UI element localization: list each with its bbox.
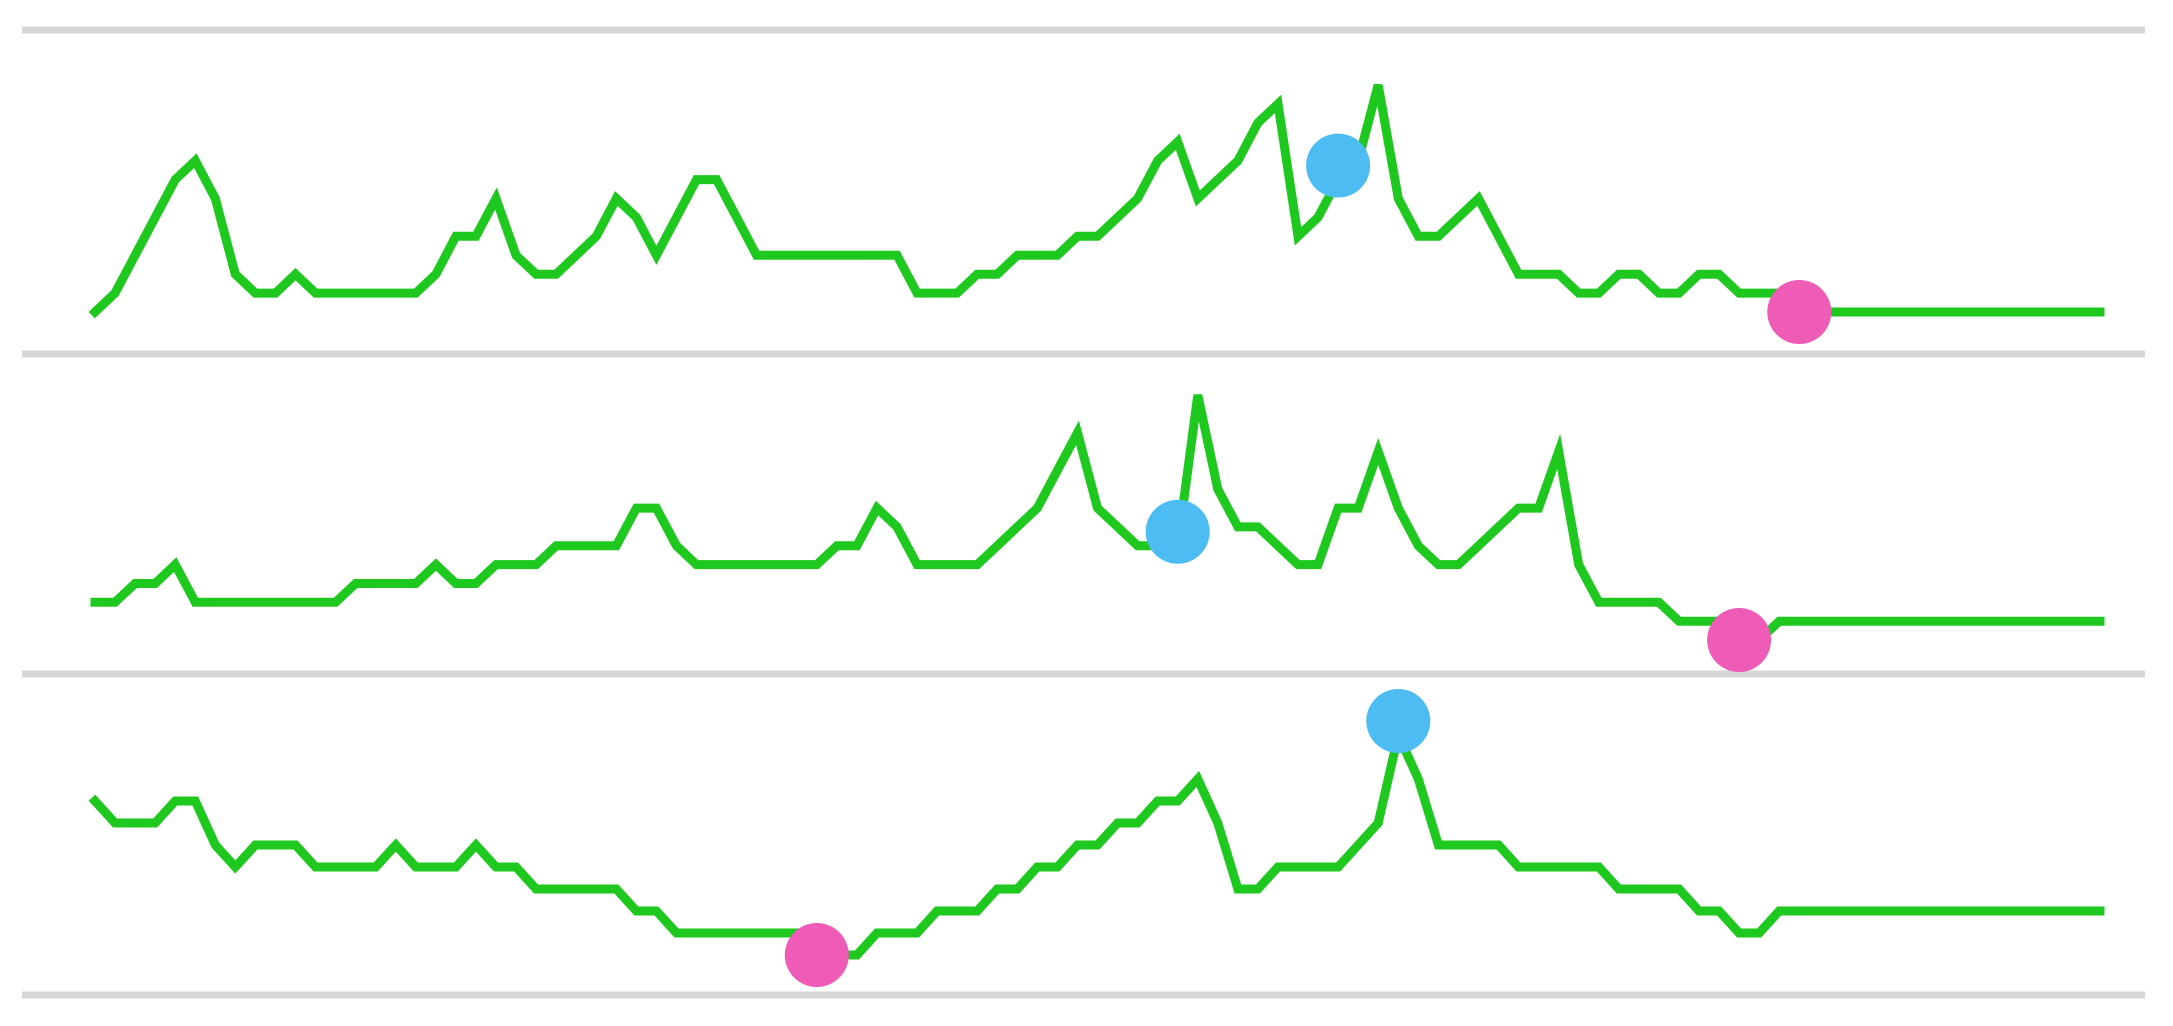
sparkline-series-line-2 <box>90 394 2105 645</box>
sparkline-1-min-marker <box>1767 280 1832 344</box>
sparkline-3-min-marker <box>784 923 849 987</box>
sparkline-series-line-1 <box>88 83 2105 319</box>
sparkline-1-max-marker <box>1306 133 1371 198</box>
sparkline-2-min-marker <box>1707 608 1772 672</box>
sparkline-2-max-marker <box>1145 499 1210 564</box>
sparkline-3-max-marker <box>1366 689 1431 753</box>
